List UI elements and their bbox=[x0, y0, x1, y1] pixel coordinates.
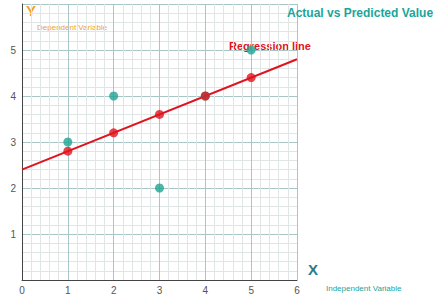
svg-text:2: 2 bbox=[111, 285, 117, 296]
svg-text:4: 4 bbox=[203, 285, 209, 296]
svg-text:5: 5 bbox=[10, 45, 16, 56]
svg-text:2: 2 bbox=[10, 183, 16, 194]
svg-text:X: X bbox=[308, 261, 318, 278]
svg-text:Independent Variable: Independent Variable bbox=[326, 284, 402, 293]
svg-text:1: 1 bbox=[10, 229, 16, 240]
svg-text:Actual vs Predicted Value: Actual vs Predicted Value bbox=[287, 6, 433, 20]
svg-text:3: 3 bbox=[157, 285, 163, 296]
svg-text:1: 1 bbox=[65, 285, 71, 296]
svg-text:3: 3 bbox=[10, 137, 16, 148]
svg-text:4: 4 bbox=[10, 91, 16, 102]
svg-text:Dependent Variable: Dependent Variable bbox=[37, 23, 108, 32]
svg-text:6: 6 bbox=[294, 285, 300, 296]
svg-text:5: 5 bbox=[248, 285, 254, 296]
svg-text:0: 0 bbox=[19, 285, 25, 296]
